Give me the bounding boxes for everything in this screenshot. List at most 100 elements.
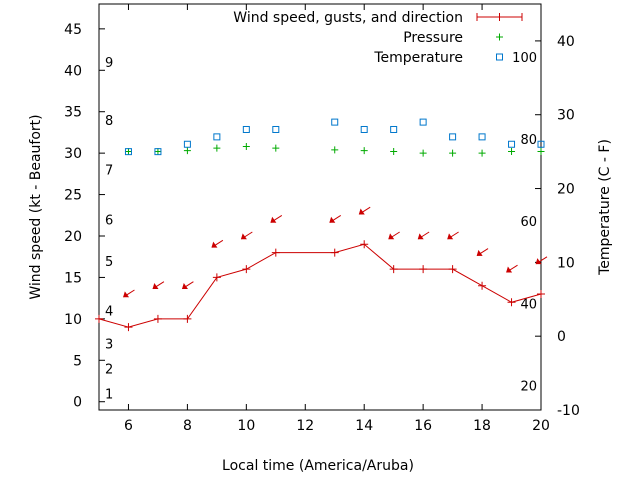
wind-speed-point (448, 265, 457, 274)
y2-axis-label: Temperature (C - F) (597, 139, 613, 276)
pressure-point (360, 147, 368, 155)
temperature-point (242, 125, 250, 133)
temperature-point (183, 140, 191, 148)
temperature-point (537, 140, 545, 148)
pressure-point (124, 147, 132, 155)
beaufort-label: 3 (105, 338, 113, 353)
x-tick-label: 12 (296, 418, 314, 434)
arrow-head (270, 216, 277, 223)
wind-direction-arrow (476, 248, 489, 256)
wind-direction-arrow (329, 215, 342, 223)
wind-direction-arrow (388, 231, 400, 240)
wind-direction-arrow (417, 231, 430, 240)
wind-direction-arrow (123, 289, 135, 298)
wind-speed-point (183, 314, 192, 323)
y2-tick-label: 0 (557, 329, 566, 345)
arrow-head (388, 233, 395, 240)
legend-label: Temperature (373, 50, 463, 66)
wind-direction-arrow (506, 264, 518, 273)
pressure-point (537, 147, 545, 155)
y2-tick-label: 10 (557, 255, 575, 271)
arrow-head (358, 208, 365, 215)
wind-direction-arrow (270, 215, 283, 223)
arrow-head (123, 291, 130, 298)
series-layer (95, 118, 548, 332)
legend-plus-sample (496, 33, 503, 41)
temperature-point (154, 148, 162, 156)
arrow-head (506, 266, 513, 273)
fahrenheit-label: 20 (520, 380, 537, 395)
temperature-point (390, 125, 398, 133)
arrow-head (329, 216, 336, 223)
x-tick-label: 8 (183, 418, 192, 434)
y-tick-label: 0 (73, 395, 82, 411)
y-tick-label: 25 (64, 188, 82, 204)
beaufort-label: 5 (105, 255, 113, 270)
x-axis-label: Local time (America/Aruba) (222, 458, 414, 474)
pressure-point (154, 147, 162, 155)
pressure-point (242, 143, 250, 151)
beaufort-label: 1 (105, 387, 113, 402)
wind-direction-arrow (358, 206, 371, 215)
pressure-point (449, 149, 457, 157)
fahrenheit-label: 80 (520, 133, 537, 148)
wind-speed-point (507, 298, 516, 307)
y-tick-label: 20 (64, 229, 82, 245)
y-tick-label: 15 (64, 270, 82, 286)
temperature-point (419, 118, 427, 126)
y2-tick-label: 20 (557, 182, 575, 198)
y-tick-label: 45 (64, 22, 82, 38)
y-tick-label: 40 (64, 63, 82, 79)
axes-layer: 6 8 10 12 14 16 18 20051015202530354045-1001020… (64, 3, 580, 434)
y-tick-label: 35 (64, 105, 82, 121)
wind-speed-line (98, 243, 542, 328)
wind-speed-point (537, 290, 545, 298)
wind-speed-point (330, 248, 339, 257)
pressure-point (272, 144, 280, 152)
fahrenheit-label: 40 (520, 298, 537, 313)
y2-tick-label: -10 (557, 403, 580, 419)
pressure-point (213, 144, 221, 152)
wind-direction-arrow (240, 231, 253, 240)
fahrenheit-label: 100 (512, 51, 537, 66)
wind-speed-point (360, 240, 369, 249)
legend-label: Wind speed, gusts, and direction (233, 10, 463, 26)
pressure-point (419, 149, 427, 157)
pressure-point (183, 147, 191, 155)
wind-direction-arrow (181, 281, 194, 290)
temperature-point (331, 118, 339, 126)
wind-speed-point (242, 265, 251, 274)
plot-frame (98, 3, 542, 411)
arrow-head (240, 233, 247, 240)
legend: Wind speed, gusts, and direction Pressure… (233, 10, 523, 66)
beaufort-label: 4 (105, 305, 113, 320)
arrow-head (152, 283, 159, 290)
wind-speed-point (389, 265, 398, 274)
legend-plus-sample (476, 13, 523, 21)
arrow-head (447, 233, 454, 240)
beaufort-label: 2 (105, 363, 113, 378)
wind-direction-arrow (535, 256, 548, 265)
pressure-point (390, 147, 398, 155)
y-axis-label: Wind speed (kt - Beaufort) (28, 114, 44, 299)
y-tick-label: 30 (64, 146, 82, 162)
temperature-point (478, 133, 486, 141)
beaufort-label: 8 (105, 114, 113, 129)
x-tick-label: 10 (237, 418, 255, 434)
pressure-point (331, 146, 339, 154)
x-tick-label: 18 (473, 418, 491, 434)
y2-tick-label: 30 (557, 108, 575, 124)
wind-speed-point (95, 314, 103, 323)
fahrenheit-label: 60 (520, 215, 537, 230)
arrow-head (476, 249, 483, 256)
legend-square-sample (496, 53, 503, 61)
y2-tick-label: 40 (557, 34, 575, 50)
temperature-point (124, 148, 132, 156)
beaufort-label: 6 (105, 213, 113, 228)
y-tick-label: 10 (64, 312, 82, 328)
wind-direction-arrow (447, 231, 459, 240)
legend-label: Pressure (403, 30, 463, 46)
wind-speed-point (271, 248, 280, 257)
